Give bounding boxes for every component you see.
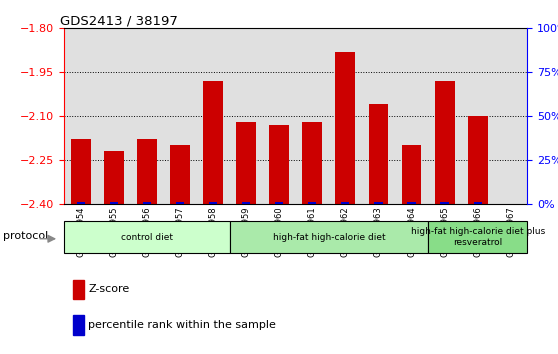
Bar: [143, 202, 151, 204]
Bar: [494, 28, 527, 204]
Bar: [170, 145, 190, 204]
Text: high-fat high-calorie diet plus
resveratrol: high-fat high-calorie diet plus resverat…: [411, 228, 545, 247]
Bar: [131, 28, 163, 204]
Bar: [341, 202, 349, 204]
Bar: [474, 202, 482, 204]
Bar: [104, 151, 124, 204]
Bar: [407, 202, 416, 204]
Bar: [137, 139, 157, 204]
Bar: [335, 52, 355, 204]
Bar: [110, 202, 118, 204]
Bar: [97, 28, 131, 204]
Bar: [368, 104, 388, 204]
Text: Z-score: Z-score: [88, 284, 129, 295]
Bar: [461, 28, 494, 204]
Bar: [308, 202, 316, 204]
Bar: [196, 28, 229, 204]
Bar: [302, 122, 322, 204]
Bar: [468, 116, 488, 204]
Text: control diet: control diet: [121, 233, 173, 242]
Text: GDS2413 / 38197: GDS2413 / 38197: [60, 14, 177, 27]
Text: percentile rank within the sample: percentile rank within the sample: [88, 320, 276, 330]
Bar: [428, 221, 527, 253]
Bar: [229, 28, 263, 204]
Bar: [64, 28, 97, 204]
Bar: [296, 28, 329, 204]
Bar: [329, 28, 362, 204]
Bar: [374, 202, 383, 204]
Bar: [209, 202, 217, 204]
Bar: [242, 202, 250, 204]
Bar: [163, 28, 196, 204]
Bar: [440, 202, 449, 204]
Bar: [76, 202, 85, 204]
Bar: [435, 81, 455, 204]
Bar: [395, 28, 428, 204]
Bar: [236, 122, 256, 204]
Bar: [64, 221, 229, 253]
Bar: [176, 202, 184, 204]
Text: high-fat high-calorie diet: high-fat high-calorie diet: [272, 233, 385, 242]
Bar: [74, 315, 84, 335]
Bar: [74, 280, 84, 299]
Bar: [229, 221, 428, 253]
Text: protocol: protocol: [3, 230, 49, 241]
Bar: [362, 28, 395, 204]
Bar: [263, 28, 296, 204]
Bar: [275, 202, 283, 204]
Bar: [270, 125, 289, 204]
Bar: [71, 139, 90, 204]
Bar: [203, 81, 223, 204]
Bar: [428, 28, 461, 204]
Bar: [402, 145, 421, 204]
